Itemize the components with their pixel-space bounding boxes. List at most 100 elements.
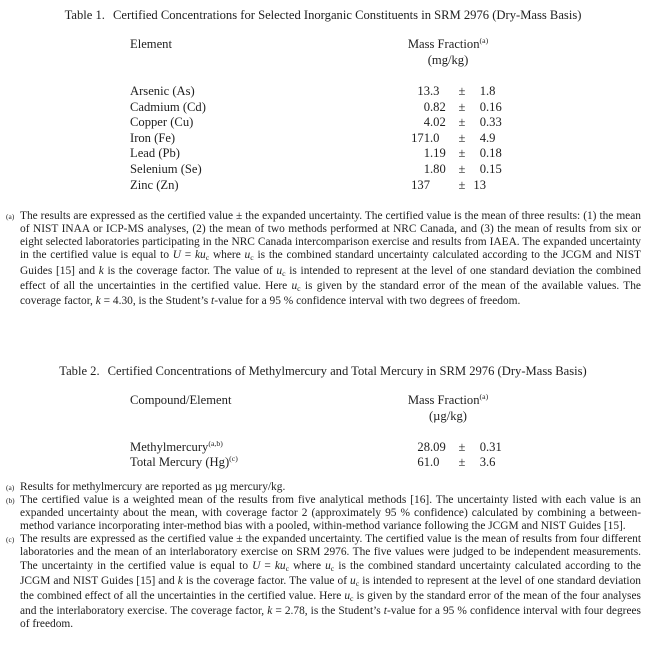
footnote-text-segment: is given by the standard error of the me… xyxy=(20,279,641,307)
row-label: Copper (Cu) xyxy=(130,115,194,130)
mass-fraction-column-header: Mass Fraction(a) (µg/kg) xyxy=(375,392,521,424)
mass-fraction-header-text: Mass Fraction xyxy=(407,392,480,407)
footnote-text-segment: ku xyxy=(274,559,286,572)
footnote-text-segment: is intended to represent at the level of… xyxy=(20,574,641,602)
table-2-title-label: Table 2. xyxy=(59,363,100,378)
value-integer: 171 xyxy=(411,130,430,145)
footnote-text-segment: k xyxy=(98,264,104,277)
footnote-text-segment: c xyxy=(250,253,254,263)
footnote-text-segment: u xyxy=(344,589,351,602)
plus-minus-sign: ± xyxy=(458,99,466,114)
uncertainty-integer: 4 xyxy=(479,130,486,145)
plus-minus-sign: ± xyxy=(458,439,466,454)
uncertainty-decimal: .31 xyxy=(486,439,502,454)
value-decimal: .3 xyxy=(430,84,440,98)
mass-fraction-superscript: (a) xyxy=(479,391,489,401)
table-row: Iron (Fe) 171.0 ±4.9 xyxy=(130,131,641,147)
mass-fraction-header-text: Mass Fraction xyxy=(407,37,480,51)
plus-minus-sign: ± xyxy=(458,130,466,145)
footnote-text-segment: u xyxy=(350,574,356,587)
value-decimal: .0 xyxy=(430,455,440,470)
value-integer: 4 xyxy=(423,115,430,130)
table-2-footnotes: (a) Results for methylmercury are reporte… xyxy=(5,481,641,631)
footnote-text-segment: c xyxy=(330,563,335,573)
footnote: (a) Results for methylmercury are reporte… xyxy=(5,481,641,494)
uncertainty-decimal: .9 xyxy=(486,130,496,145)
table-2-title-text: Certified Concentrations of Methylmercur… xyxy=(107,363,587,378)
plus-minus-sign: ± xyxy=(458,455,466,470)
footnote-marker: (a) xyxy=(6,483,15,492)
plus-minus-sign: ± xyxy=(458,146,466,161)
value-integer: 13 xyxy=(417,84,430,98)
footnote-text-segment: k xyxy=(267,604,273,617)
table-row: Zinc (Zn) 137 ±13 xyxy=(130,178,641,194)
footnote-text-segment: is the combined standard uncertainty cal… xyxy=(20,249,641,277)
table-row: Selenium (Se) 1.80 ±0.15 xyxy=(130,162,641,178)
footnote-text-segment: is the coverage factor. The value of xyxy=(182,574,351,587)
row-label: Selenium (Se) xyxy=(130,161,202,176)
value-decimal: .19 xyxy=(430,146,446,161)
table-row: Copper (Cu) 4.02 ±0.33 xyxy=(130,115,641,131)
table-row: Total Mercury (Hg)(c) 61.0 ±3.6 xyxy=(130,455,641,471)
uncertainty-integer: 0 xyxy=(479,115,486,130)
uncertainty-integer: 0 xyxy=(479,439,486,454)
uncertainty-decimal: .8 xyxy=(486,84,496,98)
footnote-text-segment: k xyxy=(177,574,183,587)
footnote: (a) The results are expressed as the cert… xyxy=(5,210,641,308)
uncertainty-integer: 0 xyxy=(479,146,486,161)
footnote-text-segment: is intended to represent at the level of… xyxy=(20,264,641,292)
footnote-text-segment: -value for a 95 % confidence interval wi… xyxy=(214,294,521,307)
footnote-text-segment: -value for a 95 % confidence interval wi… xyxy=(20,604,641,630)
table-1-title-label: Table 1. xyxy=(64,8,105,22)
table-1-title-text: Certified Concentrations for Selected In… xyxy=(112,8,582,22)
footnote-text-segment: is the coverage factor. The value of xyxy=(103,264,277,277)
uncertainty-integer: 3 xyxy=(479,455,486,470)
value-decimal: .82 xyxy=(430,99,446,114)
value-decimal xyxy=(430,178,452,194)
footnote-text-segment: The results are expressed as the certifi… xyxy=(20,210,641,262)
footnote-text-segment: t xyxy=(211,294,215,307)
row-label: Cadmium (Cd) xyxy=(130,99,206,114)
table-1: Element Mass Fraction(a) (mg/kg) Arsenic… xyxy=(130,36,641,193)
footnote-text-segment: where xyxy=(289,559,326,572)
uncertainty-integer: 1 xyxy=(479,84,486,98)
element-column-header: Element xyxy=(130,37,172,51)
table-row: Cadmium (Cd) 0.82 ±0.16 xyxy=(130,100,641,116)
table-1-footnotes: (a) The results are expressed as the cert… xyxy=(5,210,641,308)
uncertainty-decimal: .18 xyxy=(486,146,502,161)
value-integer: 0 xyxy=(423,99,430,114)
table-row: Arsenic (As) 13.3 ±1.8 xyxy=(130,84,641,100)
mass-fraction-header-line: Mass Fraction(a) xyxy=(375,392,521,408)
footnote-text-segment: t xyxy=(383,604,387,617)
table-1-section: Table 1. Certified Concentrations for Sel… xyxy=(5,7,641,308)
footnote-marker: (a) xyxy=(6,212,15,222)
row-label: Iron (Fe) xyxy=(130,130,176,145)
footnote-text-segment: The certified value is a weighted mean o… xyxy=(20,494,641,533)
mass-fraction-header-line: Mass Fraction(a) xyxy=(375,36,521,52)
table-2-section: Table 2. Certified Concentrations of Meth… xyxy=(5,363,641,631)
uncertainty-integer: 13 xyxy=(473,177,486,192)
footnote-text-segment: = 4.30, is the Student’s xyxy=(100,294,212,307)
uncertainty-decimal: .15 xyxy=(486,161,502,176)
footnote-text-segment: where xyxy=(209,249,245,262)
footnote-text-segment: u xyxy=(276,264,283,277)
footnote-text-segment: = xyxy=(260,559,275,572)
table-row: Lead (Pb) 1.19 ±0.18 xyxy=(130,146,641,162)
row-label: Total Mercury (Hg)(c) xyxy=(130,454,238,470)
row-label-superscript: (a,b) xyxy=(208,438,223,448)
footnote-text-segment: c xyxy=(350,593,354,603)
value-decimal: .02 xyxy=(430,115,446,130)
table-2-header-row: Compound/Element Mass Fraction(a) (µg/kg… xyxy=(130,392,641,424)
table-1-body: Arsenic (As) 13.3 ±1.8 Cadmium (Cd) 0.82 ±0.1… xyxy=(130,84,641,193)
footnote-text-segment: = xyxy=(181,249,195,262)
footnote-text-segment: c xyxy=(205,253,210,263)
row-label: Zinc (Zn) xyxy=(130,177,179,192)
uncertainty-integer: 0 xyxy=(479,99,486,114)
value-integer: 61 xyxy=(417,455,430,470)
mass-fraction-superscript: (a) xyxy=(479,35,489,45)
uncertainty-decimal: .33 xyxy=(486,115,502,130)
unit-label: (µg/kg) xyxy=(428,408,468,423)
footnote-text-segment: c xyxy=(285,563,290,573)
value-integer: 1 xyxy=(423,161,430,176)
